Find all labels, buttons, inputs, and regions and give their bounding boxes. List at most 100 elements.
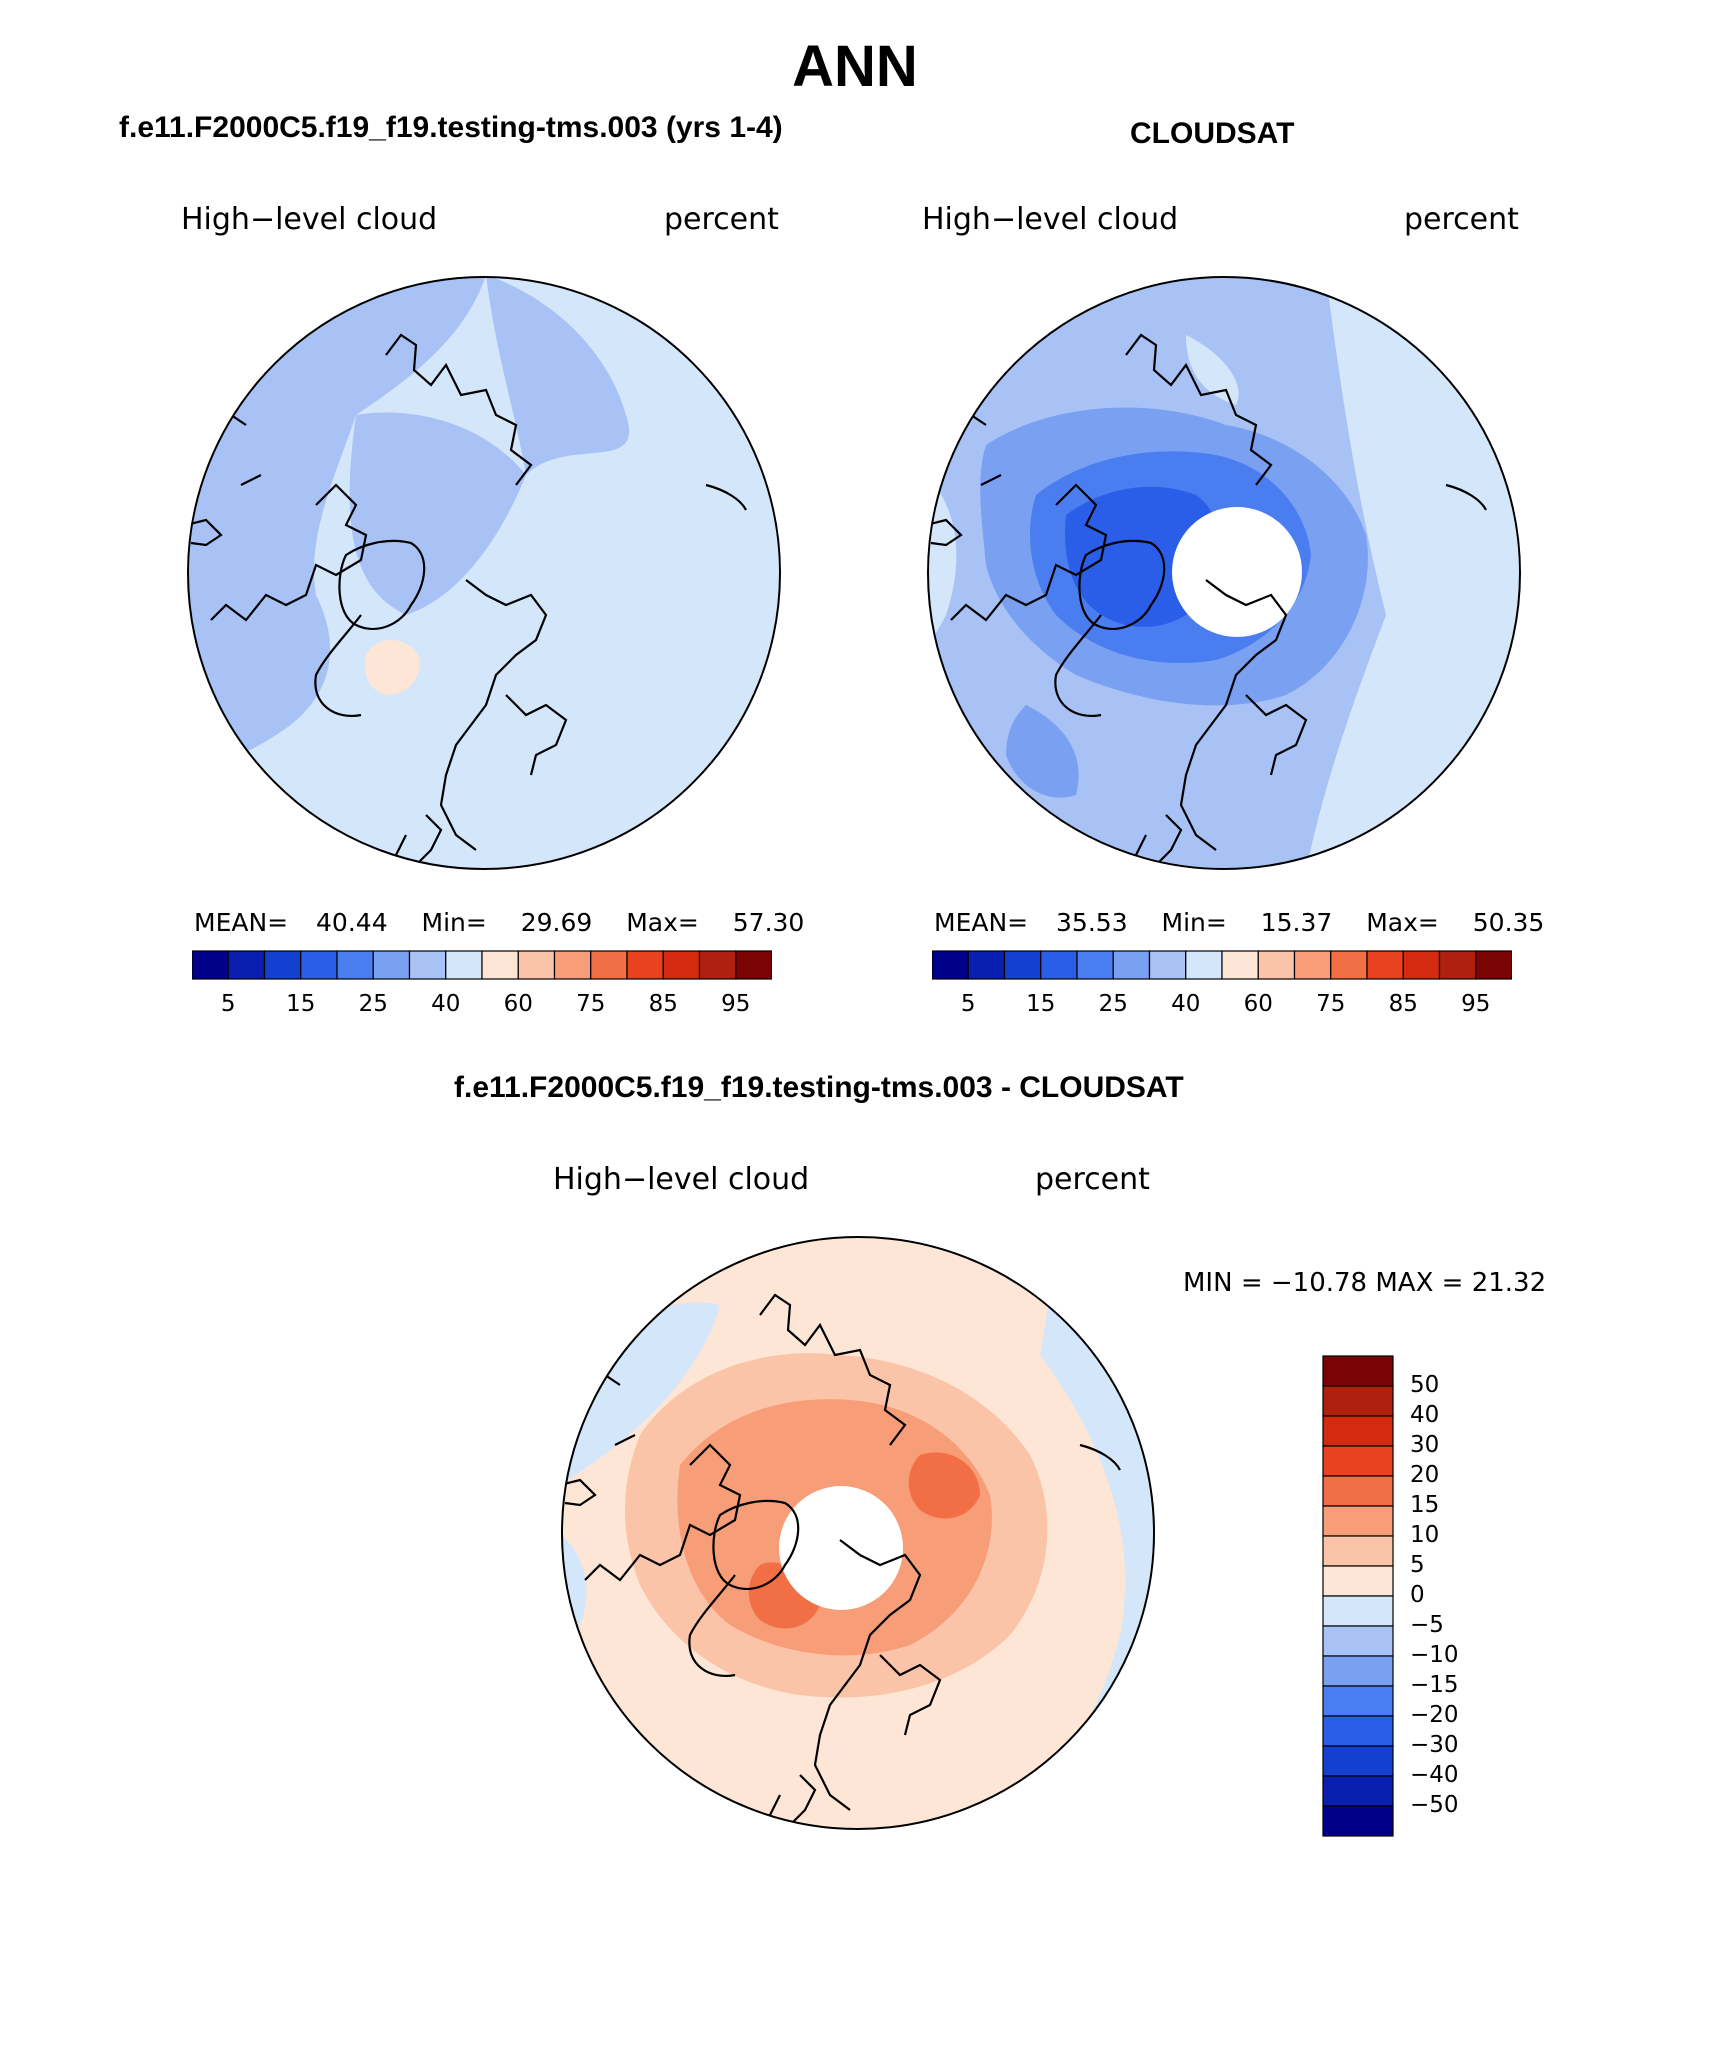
colorbar-model-swatch [517,950,556,980]
colorbar-model-swatch [590,950,628,980]
colorbar-model-swatch [336,950,374,980]
colorbar-model-swatch [481,950,519,980]
colorbar-difference-tick-label: −15 [1410,1672,1459,1698]
colorbar-difference-swatch [1322,1625,1394,1657]
panel-1-stats: MEAN= 40.44 Min= 29.69 Max= 57.30 [194,908,804,938]
panel-1-units-label: percent [664,202,779,237]
colorbar-cloudsat-ticks: 5 15 25 40 60 75 85 95 [932,990,1512,1020]
colorbar-difference-swatch [1322,1745,1394,1777]
colorbar-cloudsat-swatch [1148,950,1187,980]
colorbar-difference-tick-label: 20 [1410,1462,1440,1488]
diff-panel-heading: f.e11.F2000C5.f19_f19.testing-tms.003 - … [454,1071,1184,1104]
panel-2-units-label: percent [1404,202,1519,237]
colorbar-cloudsat-tick-label: 15 [1026,991,1056,1017]
max-label: Max= [1366,908,1439,937]
panel-1-heading: f.e11.F2000C5.f19_f19.testing-tms.003 (y… [119,111,783,144]
colorbar-cloudsat-tick-label: 95 [1461,991,1491,1017]
min-value: 29.69 [520,908,593,937]
colorbar-model-tick-label: 85 [648,991,678,1017]
colorbar-cloudsat-swatch [1366,950,1404,980]
colorbar-model-tick-label: 25 [358,991,388,1017]
mean-value: 40.44 [316,908,388,937]
mean-value: 35.53 [1056,908,1128,937]
colorbar-difference-tick-label: 0 [1410,1582,1425,1608]
coastlines [562,1293,1121,1826]
panel-2-heading: CLOUDSAT [1130,117,1295,150]
map-region-4 [908,1452,980,1519]
colorbar-model-swatch [445,950,483,980]
colorbar-model-tick-label: 95 [721,991,751,1017]
min-label: Min= [1161,908,1227,937]
mean-label: MEAN= [194,908,289,937]
figure-title: ANN [792,34,918,99]
colorbar-difference-swatch [1322,1445,1394,1477]
map-region-2 [188,415,356,695]
map-border [927,276,1521,870]
colorbar-model-swatch [227,950,266,980]
map-region-1 [1306,277,1520,869]
colorbar-difference-tick-label: −50 [1410,1792,1459,1818]
colorbar-difference-swatch [1322,1535,1394,1567]
map-border [187,276,781,870]
colorbar-cloudsat-tick-label: 60 [1243,991,1273,1017]
polar-map-difference [561,1236,1155,1830]
colorbar-cloudsat-swatch [1076,950,1114,980]
colorbar-cloudsat-swatch [1040,950,1078,980]
max-value: 50.35 [1472,908,1545,937]
map-region-5 [1006,705,1079,798]
map-region-3 [349,412,526,615]
colorbar-difference-swatch [1322,1775,1394,1807]
colorbar-cloudsat-swatch [1003,950,1042,980]
colorbar-difference-tick-label: −40 [1410,1762,1459,1788]
colorbar-model-tick-label: 15 [286,991,316,1017]
max-label: Max= [626,908,699,937]
colorbar-difference-swatch [1322,1595,1394,1627]
colorbar-difference [1322,1355,1394,1837]
colorbar-difference-tick-label: 40 [1410,1402,1440,1428]
colorbar-difference-swatch [1322,1475,1394,1507]
colorbar-difference-tick-label: 5 [1410,1552,1425,1578]
colorbar-cloudsat-swatch [1330,950,1368,980]
colorbar-difference-swatch [1322,1655,1394,1687]
colorbar-cloudsat-tick-label: 40 [1171,991,1201,1017]
colorbar-model-ticks: 5 15 25 40 60 75 85 95 [192,990,772,1020]
colorbar-cloudsat-swatch [1402,950,1441,980]
colorbar-difference-swatch [1322,1415,1394,1447]
colorbar-difference-tick-label: 10 [1410,1522,1440,1548]
panel-2-variable-label: High−level cloud [922,202,1179,237]
panel-1-variable-label: High−level cloud [181,202,438,237]
map-region-5 [364,640,420,695]
colorbar-model-swatch [735,950,772,980]
colorbar-cloudsat-swatch [967,950,1006,980]
colorbar-difference-swatch [1322,1685,1394,1717]
colorbar-cloudsat-tick-label: 25 [1098,991,1128,1017]
colorbar-difference-tick-label: −30 [1410,1732,1459,1758]
colorbar-model-tick-label: 75 [576,991,606,1017]
colorbar-cloudsat-swatch [1221,950,1259,980]
colorbar-model-tick-label: 5 [220,991,236,1017]
colorbar-difference-ticks: 50 40 30 20 15 10 5 0 −5 −10 −15 −20 −30 −40 −50 [1410,1355,1530,1837]
polar-map-cloudsat [927,276,1521,870]
colorbar-difference-swatch [1322,1565,1394,1597]
colorbar-model-swatch [553,950,592,980]
colorbar-cloudsat-swatch [1185,950,1223,980]
diff-panel-variable-label: High−level cloud [553,1162,810,1197]
colorbar-model-swatch [698,950,737,980]
colorbar-model-swatch [626,950,664,980]
colorbar-cloudsat-swatch [1293,950,1332,980]
colorbar-difference-tick-label: 30 [1410,1432,1440,1458]
colorbar-difference-swatch [1322,1505,1394,1537]
colorbar-difference-tick-label: −10 [1410,1642,1459,1668]
colorbar-difference-tick-label: −20 [1410,1702,1459,1728]
diff-panel-units-label: percent [1035,1162,1150,1197]
colorbar-cloudsat-tick-label: 85 [1388,991,1418,1017]
panel-2-stats: MEAN= 35.53 Min= 15.37 Max= 50.35 [934,908,1544,938]
colorbar-model-swatch [192,950,229,980]
colorbar-difference-tick-label: 50 [1410,1372,1440,1398]
colorbar-cloudsat-swatch [932,950,969,980]
diff-minmax: MIN = −10.78 MAX = 21.32 [1183,1268,1547,1298]
colorbar-model-swatch [263,950,302,980]
colorbar-cloudsat-tick-label: 75 [1316,991,1346,1017]
max-value: 57.30 [732,908,805,937]
min-value: 15.37 [1260,908,1333,937]
